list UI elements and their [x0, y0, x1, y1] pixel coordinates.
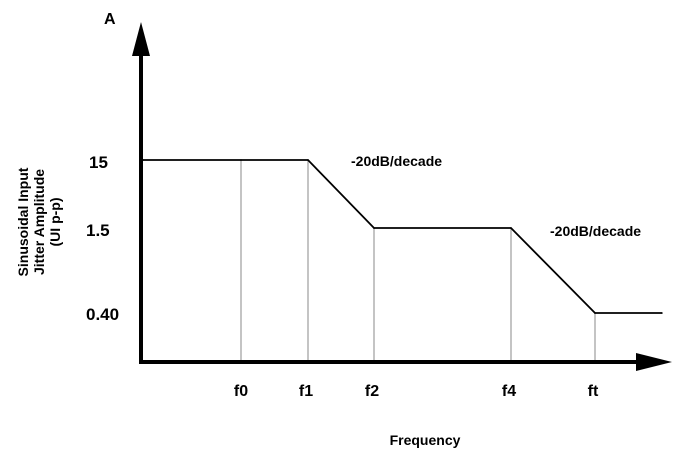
- y-tick-label-15: 15: [89, 153, 108, 172]
- x-tick-label-f2: f2: [365, 383, 379, 400]
- y-axis-title-line-3: (UI p-p): [47, 198, 63, 247]
- y-axis-top-label: A: [104, 11, 116, 28]
- x-axis-arrowhead: [636, 353, 672, 371]
- slope-annotation-1: -20dB/decade: [351, 153, 442, 169]
- data-point-f2: [373, 227, 375, 229]
- x-tick-label-f4: f4: [502, 383, 516, 400]
- data-point-start: [142, 159, 144, 161]
- y-tick-label-1-5: 1.5: [86, 221, 110, 240]
- data-point-f1: [307, 159, 309, 161]
- y-axis-title: Sinusoidal Input Jitter Amplitude (UI p-…: [15, 167, 63, 276]
- dropline-group: [240, 160, 596, 360]
- y-tick-label-0-40: 0.40: [86, 305, 119, 324]
- data-point-f4: [510, 227, 512, 229]
- y-axis-arrowhead: [132, 22, 150, 56]
- data-point-ft: [594, 312, 596, 314]
- y-axis-title-line-2: Jitter Amplitude: [31, 169, 47, 275]
- y-axis-title-line-1: Sinusoidal Input: [15, 167, 31, 276]
- slope-annotation-2: -20dB/decade: [550, 223, 641, 239]
- x-tick-label-f0: f0: [234, 383, 248, 400]
- x-tick-label-ft: ft: [588, 383, 599, 400]
- data-point-f0: [240, 159, 242, 161]
- x-tick-label-f1: f1: [299, 383, 313, 400]
- data-point-end: [661, 312, 663, 314]
- x-axis-title: Frequency: [390, 432, 461, 448]
